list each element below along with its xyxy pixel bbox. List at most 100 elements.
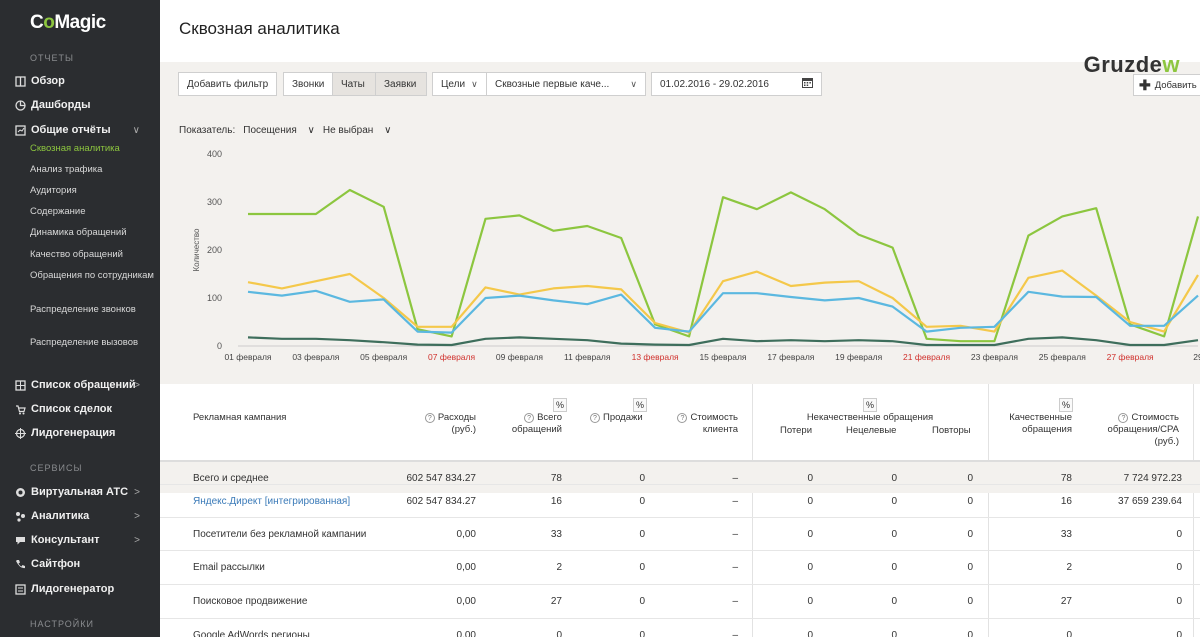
indicator-second-dropdown[interactable]: Не выбран ∨ — [322, 125, 392, 136]
header-expenses[interactable]: ? Расходы (руб.) — [410, 412, 476, 436]
header-lost: Потери — [780, 425, 813, 436]
help-icon[interactable]: ? — [524, 413, 535, 423]
sidebar: CoMagic ОТЧЕТЫ Обзор Дашборды Общие отчё… — [0, 0, 160, 637]
cell-non-target: 0 — [891, 630, 897, 637]
x-tick-label: 15 февраля — [699, 352, 746, 362]
cell-repeat: 0 — [967, 529, 973, 540]
header-sales-pct[interactable]: % — [620, 398, 660, 412]
cell-repeat: 0 — [967, 473, 973, 484]
chart-area: Показатель: Посещения ∨ Не выбран ∨ 400 300… — [160, 106, 1200, 384]
date-range-picker[interactable]: 01.02.2016 - 29.02.2016 — [651, 72, 822, 96]
report-icon — [14, 124, 26, 136]
logo[interactable]: CoMagic — [30, 12, 106, 33]
tab-calls[interactable]: Звонки — [283, 72, 333, 96]
header-quality-pct[interactable]: % — [1046, 398, 1086, 412]
indicator-selector: Показатель: Посещения ∨ Не выбран ∨ — [179, 125, 399, 136]
sidebar-subitem-dialing-distribution[interactable]: Распределение вызовов — [30, 337, 139, 348]
sidebar-subitem-dynamics[interactable]: Динамика обращений — [30, 227, 127, 238]
sidebar-item-virtual-pbx[interactable]: Виртуальная АТС > — [14, 486, 154, 498]
sidebar-item-general-reports[interactable]: Общие отчёты ∨ — [14, 124, 154, 136]
cell-cpa: 7 724 972.23 — [1123, 473, 1182, 484]
percent-toggle[interactable]: % — [862, 398, 877, 412]
help-icon[interactable]: ? — [424, 413, 435, 423]
chevron-down-icon: ∨ — [471, 78, 478, 89]
sidebar-item-sitephone[interactable]: Сайтфон — [14, 558, 154, 570]
cell-cpa: 37 659 239.64 — [1118, 496, 1182, 507]
watermark: Gruzdew — [1083, 52, 1180, 77]
cell-lost: 0 — [807, 596, 813, 607]
cart-icon — [14, 403, 26, 415]
series-line-0 — [248, 188, 1200, 343]
help-icon[interactable]: ? — [1118, 413, 1129, 423]
page-title: Сквозная аналитика — [179, 19, 340, 38]
help-icon[interactable]: ? — [677, 413, 688, 423]
help-icon[interactable]: ? — [590, 413, 600, 423]
tab-requests[interactable]: Заявки — [375, 72, 427, 96]
header-sales[interactable]: ? Продажи — [590, 412, 643, 424]
x-tick-label: 09 февраля — [496, 352, 543, 362]
sidebar-item-leadgen[interactable]: Лидогенерация — [14, 427, 154, 439]
cell-cpa: 0 — [1176, 596, 1182, 607]
cell-lost: 0 — [807, 562, 813, 573]
cell-cpa: 0 — [1176, 562, 1182, 573]
x-tick-label: 01 февраля — [224, 352, 271, 362]
section-settings: НАСТРОЙКИ — [30, 619, 94, 629]
sidebar-subitem-content[interactable]: Содержание — [30, 206, 86, 217]
cell-quality: 0 — [1066, 630, 1072, 637]
sidebar-subitem-end-to-end[interactable]: Сквозная аналитика — [30, 143, 120, 154]
header-total-pct[interactable]: % — [540, 398, 580, 412]
callback-icon — [14, 558, 26, 570]
add-button[interactable]: ✚ Добавить — [1133, 74, 1200, 96]
sidebar-item-dashboards[interactable]: Дашборды — [14, 99, 154, 111]
chevron-down-icon: ∨ — [132, 124, 140, 136]
header-repeat: Повторы — [932, 425, 971, 436]
header-non-target: Нецелевые — [846, 425, 897, 436]
sidebar-subitem-by-employees[interactable]: Обращения по сотрудникам — [30, 270, 154, 281]
chevron-right-icon: > — [134, 510, 140, 522]
sidebar-item-leadgenerator[interactable]: Лидогенератор — [14, 583, 154, 595]
sidebar-subitem-traffic[interactable]: Анализ трафика — [30, 164, 103, 175]
sidebar-subitem-calls-distribution[interactable]: Распределение звонков — [30, 304, 136, 315]
sidebar-item-deals-list[interactable]: Список сделок — [14, 403, 154, 415]
header-cpa[interactable]: ? Стоимость обращения/CPA (руб.) — [1107, 412, 1179, 447]
percent-toggle[interactable]: % — [552, 398, 567, 412]
cell-lost: 0 — [807, 496, 813, 507]
header-total[interactable]: ? Всего обращений — [511, 412, 562, 435]
x-tick-label: 11 февраля — [564, 352, 611, 362]
header-cost-client[interactable]: ? Стоимость клиента — [670, 412, 738, 436]
sidebar-subitem-audience[interactable]: Аудитория — [30, 185, 77, 196]
add-filter-button[interactable]: Добавить фильтр — [178, 72, 278, 96]
cell-name: Всего и среднее — [193, 473, 269, 484]
sidebar-item-consultant[interactable]: Консультант > — [14, 534, 154, 546]
indicator-value-dropdown[interactable]: Посещения ∨ — [243, 125, 315, 136]
cell-name: Email рассылки — [193, 562, 265, 573]
chevron-right-icon: > — [134, 534, 140, 546]
y-tick-label: 400 — [207, 149, 222, 159]
sidebar-item-overview[interactable]: Обзор — [14, 75, 154, 87]
y-tick-label: 300 — [207, 197, 222, 207]
cell-total: 0 — [556, 630, 562, 637]
cell-name: Посетители без рекламной кампании — [193, 529, 367, 540]
header-bad-pct[interactable]: % — [850, 398, 890, 412]
cell-name: Поисковое продвижение — [193, 596, 308, 607]
tab-chats[interactable]: Чаты — [332, 72, 376, 96]
x-tick-label: 23 февраля — [971, 352, 1018, 362]
cell-total: 16 — [550, 496, 562, 507]
cell-cost: – — [732, 562, 738, 573]
form-icon — [14, 583, 26, 595]
sidebar-item-requests-list[interactable]: Список обращений > — [14, 379, 154, 391]
percent-toggle[interactable]: % — [1058, 398, 1073, 412]
sidebar-subitem-quality[interactable]: Качество обращений — [30, 249, 123, 260]
goals-dropdown[interactable]: Цели ∨ — [432, 72, 487, 96]
y-axis-label: Количество — [192, 228, 201, 272]
table-row: Поисковое продвижение 0,00 27 0 – 0 0 0 27 0 — [160, 584, 1200, 617]
cell-sales: 0 — [639, 630, 645, 637]
cell-non-target: 0 — [891, 496, 897, 507]
x-tick-label: 05 февраля — [360, 352, 407, 362]
attribution-model-select[interactable]: Сквозные первые каче... ∨ — [486, 72, 646, 96]
cell-name[interactable]: Яндекс.Директ [интегрированная] — [193, 496, 351, 507]
sidebar-item-analytics[interactable]: Аналитика > — [14, 510, 154, 522]
percent-toggle[interactable]: % — [632, 398, 647, 412]
cell-total: 27 — [550, 596, 562, 607]
y-tick-label: 0 — [217, 341, 222, 351]
